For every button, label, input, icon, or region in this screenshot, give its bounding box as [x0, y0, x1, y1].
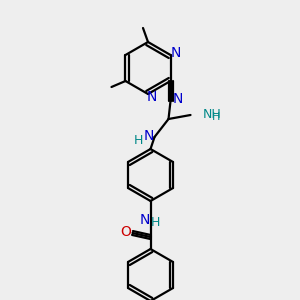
Text: H: H	[151, 217, 160, 230]
Text: NH: NH	[202, 107, 221, 121]
Text: N: N	[172, 92, 183, 106]
Text: N: N	[170, 46, 181, 60]
Text: O: O	[120, 225, 131, 239]
Text: H: H	[212, 112, 221, 122]
Text: H: H	[134, 134, 143, 148]
Text: N: N	[143, 129, 154, 143]
Text: N: N	[147, 90, 157, 104]
Text: N: N	[139, 213, 150, 227]
